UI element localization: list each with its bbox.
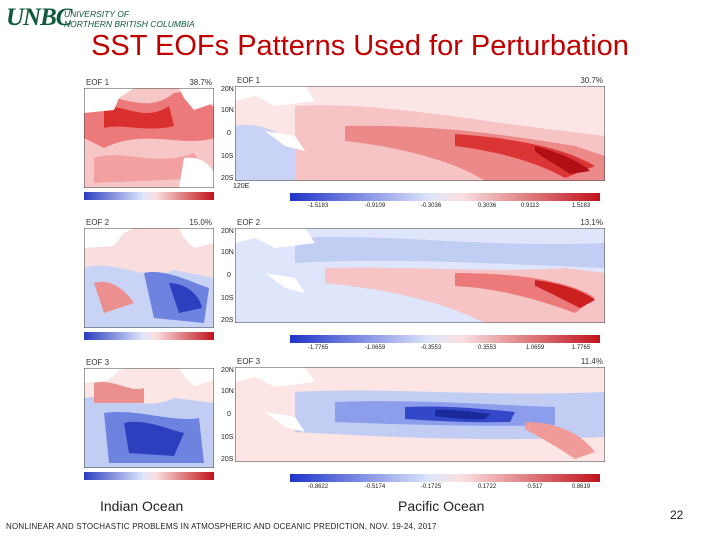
- pacific-eof2-colorbar: [290, 335, 600, 343]
- pacific-eof1-lat-20n: 20N: [221, 86, 234, 93]
- pacific-eof3-percent: 11.4%: [580, 357, 603, 366]
- pacific-eof2-panel: EOF 2 13.1% 20N 10N 0 10S 20S -1.7765 -1…: [221, 218, 605, 356]
- pacific-eof2-lat-10s: 10S: [221, 295, 234, 302]
- page-number: 22: [670, 508, 684, 522]
- indian-eof1-panel: EOF 1 38.7%: [84, 78, 214, 212]
- pacific-eof2-map: [235, 228, 605, 323]
- pacific-eof2-lat-20s: 20S: [221, 317, 234, 324]
- pacific-eof1-lat-10n: 10N: [221, 107, 234, 114]
- pacific-eof2-title: EOF 2: [237, 218, 261, 227]
- pacific-ocean-caption: Pacific Ocean: [398, 498, 485, 514]
- cb-label: -0.1725: [420, 484, 442, 490]
- pacific-eof1-colorbar: [290, 193, 600, 201]
- indian-eof2-panel: EOF 2 15.0%: [84, 218, 214, 352]
- pacific-eof1-map: [235, 86, 605, 181]
- pacific-eof1-lat-0: 0: [227, 130, 231, 137]
- cb-label: 0.8619: [571, 484, 591, 490]
- cb-label: 0.3036: [477, 203, 497, 209]
- footer-text: NONLINEAR AND STOCHASTIC PROBLEMS IN ATM…: [6, 522, 437, 531]
- pacific-eof2-lat-0: 0: [227, 272, 231, 279]
- indian-eof2-percent: 15.0%: [189, 218, 212, 227]
- indian-eof3-title: EOF 3: [86, 358, 110, 367]
- cb-label: -0.8622: [307, 484, 329, 490]
- indian-eof1-percent: 38.7%: [189, 78, 212, 87]
- cb-label: 0.517: [527, 484, 543, 490]
- indian-eof1-map: [84, 88, 214, 188]
- slide-title: SST EOFs Patterns Used for Perturbation: [91, 30, 629, 62]
- pacific-eof3-map: [235, 367, 605, 462]
- pacific-eof1-lon-120e: 120E: [233, 183, 250, 190]
- indian-eof2-title: EOF 2: [86, 218, 110, 227]
- pacific-eof2-lat-20n: 20N: [221, 228, 234, 235]
- indian-eof2-map: [84, 228, 214, 328]
- cb-label: -1.7765: [307, 345, 329, 351]
- indian-eof1-colorbar: [84, 192, 214, 200]
- cb-label: -0.9109: [364, 203, 386, 209]
- cb-label: -1.5183: [307, 203, 329, 209]
- pacific-eof3-lat-20s: 20S: [221, 456, 234, 463]
- cb-label: 1.0659: [525, 345, 545, 351]
- pacific-eof3-title: EOF 3: [237, 357, 261, 366]
- cb-label: -0.3036: [420, 203, 442, 209]
- pacific-eof3-colorbar: [290, 474, 600, 482]
- cb-label: -1.0659: [364, 345, 386, 351]
- indian-eof1-title: EOF 1: [86, 78, 110, 87]
- cb-label: 0.1722: [477, 484, 497, 490]
- pacific-eof2-percent: 13.1%: [580, 218, 603, 227]
- cb-label: -0.5174: [364, 484, 386, 490]
- pacific-eof1-title: EOF 1: [237, 76, 261, 85]
- logo-wordmark: University of Northern British Columbia: [64, 9, 195, 29]
- cb-label: 1.7765: [571, 345, 591, 351]
- pacific-eof2-lat-10n: 10N: [221, 249, 234, 256]
- pacific-eof3-panel: EOF 3 11.4% 20N 10N 0 10S 20S -0.8622 -0…: [221, 357, 605, 495]
- pacific-eof3-lat-0: 0: [227, 411, 231, 418]
- pacific-eof3-lat-10n: 10N: [221, 388, 234, 395]
- indian-ocean-caption: Indian Ocean: [100, 498, 184, 514]
- indian-eof3-panel: EOF 3: [84, 358, 214, 492]
- cb-label: -0.3553: [420, 345, 442, 351]
- cb-label: 1.5183: [571, 203, 591, 209]
- indian-eof3-map: [84, 368, 214, 468]
- logo-line-2: Northern British Columbia: [64, 19, 195, 29]
- pacific-eof1-percent: 30.7%: [580, 76, 603, 85]
- indian-eof3-colorbar: [84, 472, 214, 480]
- cb-label: 0.9113: [521, 203, 539, 209]
- pacific-eof3-lat-10s: 10S: [221, 434, 234, 441]
- logo-mark: UNBC: [6, 4, 72, 31]
- pacific-eof3-lat-20n: 20N: [221, 367, 234, 374]
- logo-line-1: University of: [64, 9, 130, 19]
- unbc-logo: UNBC University of Northern British Colu…: [6, 4, 206, 38]
- pacific-eof1-panel: EOF 1 30.7% 20N 10N 0 10S 20S 120E -1.51…: [221, 76, 605, 214]
- indian-eof2-colorbar: [84, 332, 214, 340]
- cb-label: 0.3553: [477, 345, 497, 351]
- pacific-eof1-lat-20s: 20S: [221, 175, 234, 182]
- pacific-eof1-lat-10s: 10S: [221, 153, 234, 160]
